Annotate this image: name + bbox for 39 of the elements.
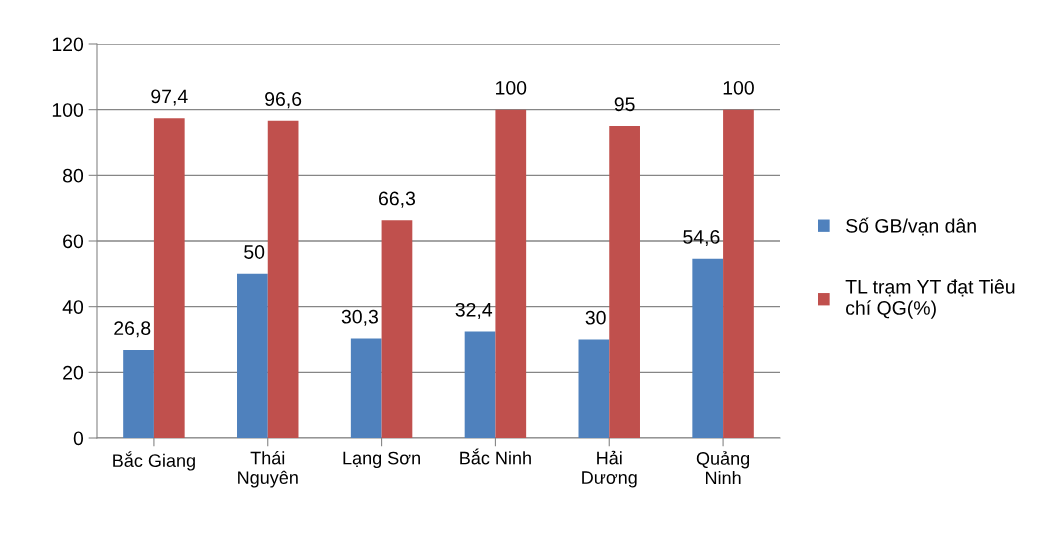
data-label: 96,6: [265, 92, 302, 109]
data-label: 30: [585, 310, 606, 325]
data-label: 95: [614, 97, 635, 112]
x-tick-label: Lạng Sơn: [343, 451, 420, 469]
data-label: 32,4: [455, 302, 493, 319]
bar: [723, 109, 754, 438]
y-tick-label: 60: [63, 234, 84, 249]
y-tick-label: 100: [52, 103, 84, 117]
bar: [237, 273, 268, 438]
data-label: 97,4: [151, 89, 188, 106]
bar: [578, 339, 610, 438]
y-tick-label: 40: [62, 300, 84, 314]
x-tick-label: Thái Nguyên: [238, 450, 298, 488]
legend-label: TL trạm YT đạt Tiêu chí QG(%): [845, 279, 1015, 319]
bar: [692, 258, 724, 438]
x-tick-label: Bắc Ninh: [460, 448, 531, 465]
bar: [381, 220, 413, 438]
y-tick-label: 0: [73, 431, 84, 446]
y-tick-label: 120: [52, 37, 84, 52]
x-tick-label: Bắc Giang: [113, 451, 195, 471]
legend-label: Số GB/vạn dân: [846, 217, 976, 236]
data-label: 30,3: [341, 309, 378, 326]
bar: [350, 338, 382, 438]
x-tick-label: Quảng Ninh: [696, 451, 750, 485]
bar: [123, 350, 154, 438]
y-tick-label: 80: [63, 168, 84, 183]
data-label: 50: [244, 245, 265, 259]
bar: [267, 120, 299, 438]
data-label: 26,8: [114, 321, 151, 338]
bar: [495, 109, 527, 438]
data-label: 66,3: [379, 191, 416, 208]
bar: [153, 118, 185, 438]
bar: [464, 331, 496, 438]
y-tick-label: 20: [63, 365, 84, 380]
data-label: 100: [723, 80, 754, 95]
bar: [609, 126, 640, 438]
data-label: 100: [496, 80, 527, 95]
x-tick-label: Hải Dương: [582, 450, 637, 488]
data-label: 54,6: [683, 230, 720, 247]
